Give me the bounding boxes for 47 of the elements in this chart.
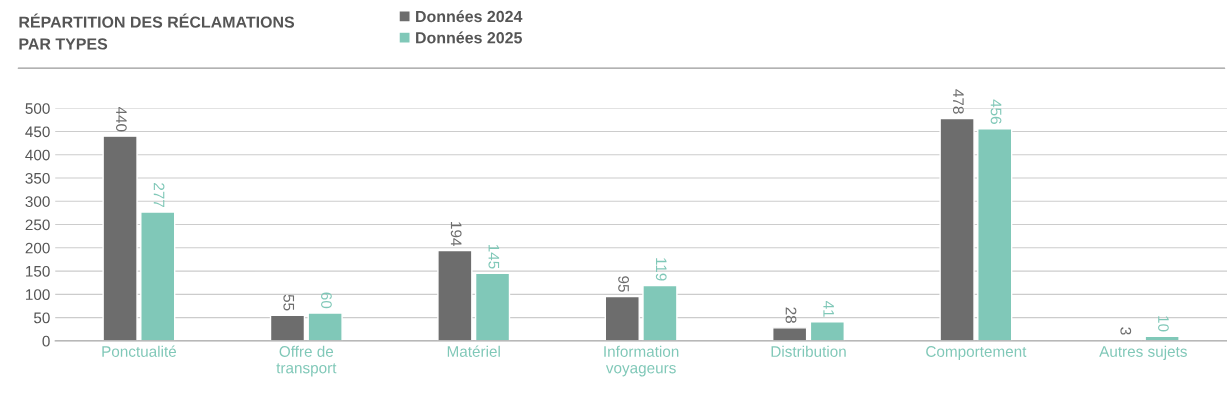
bar	[939, 117, 975, 341]
x-tick-label: Information voyageurs	[604, 345, 679, 377]
data-label: 119	[655, 258, 667, 281]
bar	[437, 249, 473, 341]
bar	[977, 128, 1013, 341]
data-label: 28	[785, 307, 797, 323]
chart-title: RÉPARTITION DES RÉCLAMATIONS PAR TYPES	[19, 13, 295, 50]
data-label: 3	[1120, 327, 1132, 335]
x-tick-label: Ponctualité	[102, 345, 177, 357]
bar	[102, 135, 138, 341]
x-tick-label: Autres sujets	[1099, 345, 1187, 360]
x-tick-label: Matériel	[447, 345, 500, 357]
y-tick-label: 450	[25, 126, 50, 138]
bar	[809, 321, 845, 341]
legend-label: Données 2025	[416, 31, 522, 44]
legend-label: Données 2024	[416, 10, 523, 23]
data-label: 145	[488, 244, 500, 269]
y-tick-label: 350	[25, 172, 50, 184]
y-tick-label: 200	[25, 242, 50, 254]
x-tick-label: Offre de transport	[276, 345, 337, 377]
y-tick-label: 50	[33, 312, 50, 324]
bar	[307, 312, 343, 341]
bar	[642, 284, 678, 341]
data-label: 194	[450, 222, 462, 246]
y-tick-label: 150	[26, 265, 50, 277]
data-label: 478	[952, 89, 964, 114]
data-label: 10	[1158, 316, 1169, 332]
x-tick-label: Comportement	[926, 346, 1027, 360]
bar	[604, 295, 640, 341]
y-tick-label: 250	[25, 219, 50, 231]
y-tick-label: 100	[26, 289, 50, 301]
data-label: 95	[618, 276, 629, 292]
bar	[772, 327, 808, 341]
data-label: 456	[990, 99, 1002, 124]
bar	[140, 211, 176, 341]
data-label: 60	[321, 292, 332, 309]
data-label: 440	[115, 106, 127, 132]
bar	[269, 314, 306, 341]
x-tick-label: Distribution	[771, 345, 846, 357]
data-label: 41	[823, 300, 834, 317]
data-label: 277	[153, 183, 165, 208]
y-tick-label: 0	[42, 335, 50, 347]
y-tick-label: 400	[25, 149, 50, 161]
data-label: 55	[283, 294, 295, 311]
bar	[474, 272, 511, 341]
y-tick-label: 500	[25, 103, 50, 114]
y-tick-label: 300	[25, 196, 50, 207]
